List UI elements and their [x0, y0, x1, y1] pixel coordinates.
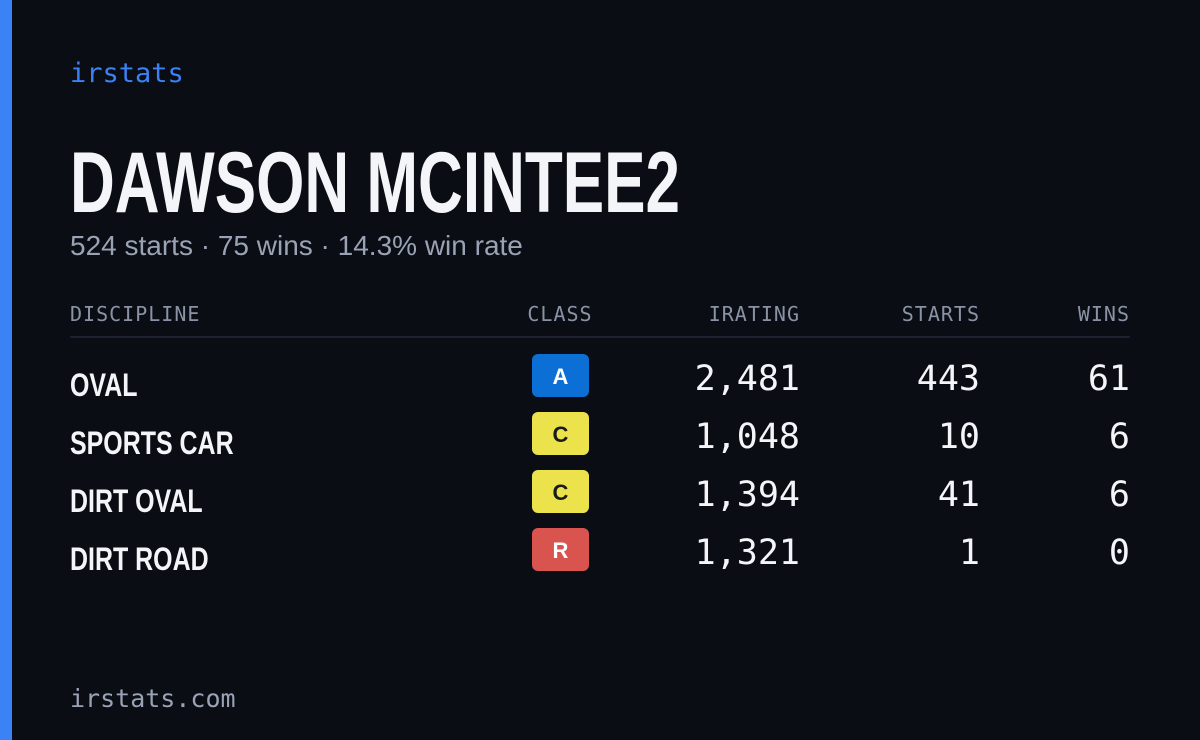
discipline: DIRT OVAL: [70, 484, 203, 520]
class-letter: C: [553, 480, 569, 505]
wins: 6: [1109, 475, 1130, 515]
class-letter: A: [553, 364, 569, 389]
starts: 10: [938, 417, 980, 457]
starts: 41: [938, 475, 980, 515]
driver-name: DAWSON MCINTEE2: [70, 135, 680, 231]
summary: 524 starts · 75 wins · 14.3% win rate: [70, 230, 523, 261]
accent-bar: [0, 0, 12, 740]
column-header: DISCIPLINE: [70, 302, 200, 326]
irating: 2,481: [695, 359, 800, 399]
class-letter: C: [553, 422, 569, 447]
discipline-wrap: OVAL: [70, 368, 137, 404]
class-badge: [532, 528, 589, 571]
irating: 1,321: [695, 533, 800, 573]
starts: 1: [959, 533, 980, 573]
brand: irstats: [70, 58, 184, 89]
column-header: STARTS: [902, 302, 980, 326]
starts: 443: [917, 359, 980, 399]
class-badge: [532, 412, 589, 455]
class-letter: R: [553, 538, 569, 563]
discipline-wrap: DIRT ROAD: [70, 542, 209, 578]
column-header: IRATING: [709, 302, 800, 326]
wins: 6: [1109, 417, 1130, 457]
discipline-wrap: DIRT OVAL: [70, 484, 203, 520]
column-header: WINS: [1078, 302, 1130, 326]
discipline: OVAL: [70, 368, 137, 404]
wins: 61: [1088, 359, 1130, 399]
discipline: SPORTS CAR: [70, 426, 234, 462]
class-badge: [532, 470, 589, 513]
discipline: DIRT ROAD: [70, 542, 209, 578]
discipline-wrap: SPORTS CAR: [70, 426, 234, 462]
class-badge: [532, 354, 589, 397]
irating: 1,048: [695, 417, 800, 457]
wins: 0: [1109, 533, 1130, 573]
footer: irstats.com: [70, 684, 236, 713]
irating: 1,394: [695, 475, 800, 515]
column-header: CLASS: [527, 302, 592, 326]
